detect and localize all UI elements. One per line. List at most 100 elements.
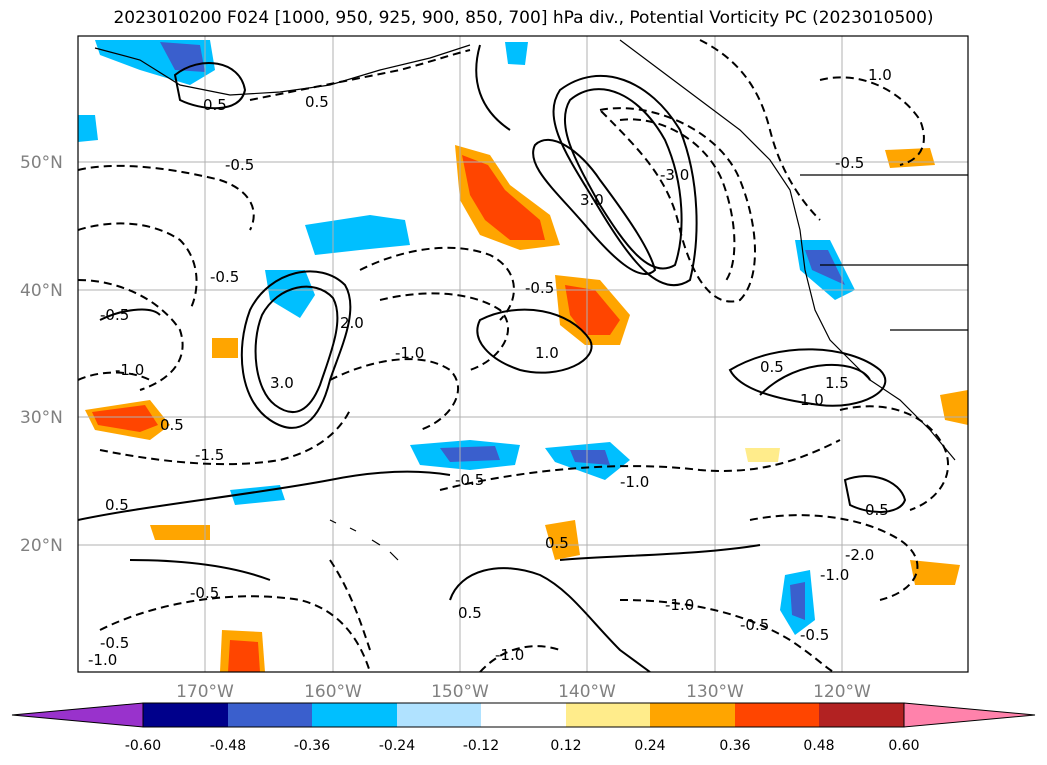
map-title: 2023010200 F024 [1000, 950, 925, 900, 85… [113,8,934,28]
contour-label: 0.5 [105,496,129,514]
contour-neg-8 [329,358,460,431]
shade-orange-sw [150,525,210,540]
colorbar-segment [228,703,312,727]
contour-label: 0.5 [203,96,227,114]
contour-label: -2.0 [845,546,874,564]
shade-red-n1 [462,155,545,240]
colorbar-tick: -0.48 [210,738,246,754]
coast-alaska [94,44,471,96]
contour-label: -0.5 [740,616,769,634]
contour-neg-17 [819,76,925,166]
colorbar-tick: -0.60 [125,738,161,754]
colorbar-segment [143,703,228,727]
colorbar-segment [481,703,566,727]
contour-label: -1.0 [820,566,849,584]
contour-pos-5 [254,285,339,414]
contour-label: 1.0 [535,344,559,362]
contour-pos-9 [759,363,871,396]
contour-label: 1.5 [825,374,849,392]
shade-orange-e2 [940,390,968,425]
contour-neg-5 [78,279,184,391]
contour-label: 3.0 [580,191,604,209]
contour-neg-9 [99,409,351,466]
shade-blue-n4 [505,42,528,65]
shade-orange-w2 [212,338,238,358]
shade-dblue-s1 [790,582,805,620]
lat-label: 50°N [20,153,63,173]
contour-label: -1.0 [395,344,424,362]
coast-bc [619,39,956,461]
colorbar-segment [397,703,481,727]
contour-label: -1.0 [115,361,144,379]
contour-label: 0.5 [760,358,784,376]
contour-neg-13 [99,595,371,672]
colorbar-tick: 0.48 [803,738,834,754]
lon-label: 150°W [431,682,489,702]
contour-label: 0.5 [865,501,889,519]
contour-label: -0.5 [225,156,254,174]
contour-label: 3.0 [270,374,294,392]
contour-neg-15 [619,599,836,672]
contour-neg-7 [379,292,510,371]
contour-neg-3 [78,164,255,231]
shade-yellow-1 [745,448,780,462]
contour-neg-10 [439,439,841,491]
contour-neg-20 [249,49,471,101]
colorbar-tick: 0.12 [550,738,581,754]
coastlines [94,39,968,561]
contour-label: -1.0 [495,646,524,664]
negative-contours [78,39,950,672]
contour-neg-16 [699,39,821,221]
contour-neg-12 [749,514,919,601]
lon-label: 160°W [304,682,362,702]
contour-pos-8 [728,348,887,407]
contour-pos-15 [559,544,761,561]
shade-orange-s1 [545,520,580,560]
colorbar: -0.60 -0.48 -0.36 -0.24 -0.12 0.12 0.24 … [11,702,1036,754]
contour-label: -0.5 [210,268,239,286]
contour-label: 2.0 [340,314,364,332]
lon-axis: 170°W 160°W 150°W 140°W 130°W 120°W [176,682,871,702]
colorbar-tick: -0.12 [463,738,499,754]
contour-label: -1.5 [195,446,224,464]
colorbar-segment [735,703,819,727]
lat-label: 20°N [20,536,63,556]
contour-label: 0.5 [545,534,569,552]
contour-label: -0.5 [525,279,554,297]
contour-pos-12 [449,567,651,672]
contour-pos-1 [552,74,698,287]
lon-label: 170°W [176,682,234,702]
contour-pos-16 [129,559,271,581]
contour-pos-14 [99,308,161,321]
contour-label: -3.0 [660,166,689,184]
colorbar-tick: -0.36 [294,738,330,754]
lat-label: 30°N [20,408,63,428]
shade-blue-n3 [265,270,315,318]
contour-label: -1.0 [665,596,694,614]
contour-pos-7 [476,308,593,374]
contour-label: 1.0 [800,391,824,409]
contour-neg-11 [839,405,950,511]
contour-neg-4 [78,222,198,311]
contour-pos-2 [563,88,683,270]
colorbar-tick: 0.24 [634,738,665,754]
shade-dblue-c2 [570,450,610,465]
shade-blue-nw2 [78,115,98,142]
shade-red-s2 [228,640,260,672]
contour-label: 0.5 [305,93,329,111]
lon-label: 120°W [813,682,871,702]
contour-label: -1.0 [88,651,117,669]
contour-label: 0.5 [458,604,482,622]
map-border [77,35,969,673]
lon-label: 130°W [686,682,744,702]
colorbar-segment [819,703,904,727]
contour-pos-11 [475,44,511,131]
contour-label: -1.0 [620,473,649,491]
contour-pos-13 [843,475,907,513]
colorbar-extend-low [11,702,144,728]
shade-orange-ne [885,148,935,168]
lon-label: 140°W [558,682,616,702]
contour-pos-10 [173,62,247,110]
contour-label: -0.5 [100,634,129,652]
contour-label: -0.5 [190,584,219,602]
